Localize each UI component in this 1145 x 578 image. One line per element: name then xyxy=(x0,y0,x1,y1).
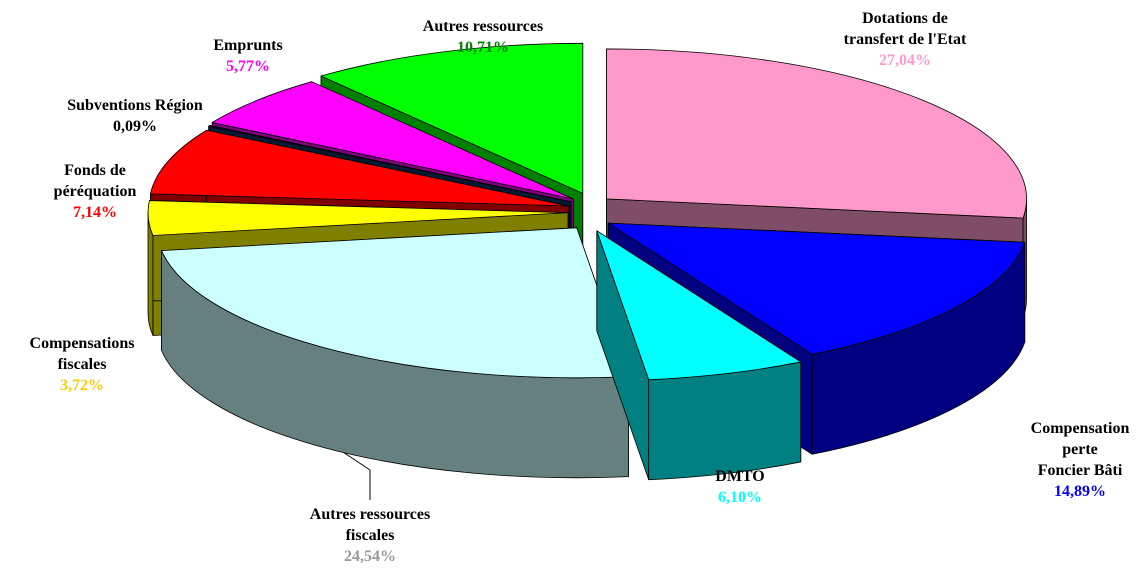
slice-label: Autres ressources 10,71% xyxy=(423,16,543,58)
slice xyxy=(606,48,1027,219)
category-label: Compensations fiscales xyxy=(29,335,135,373)
slice xyxy=(161,227,629,379)
slice xyxy=(149,129,570,207)
category-label: DMTO xyxy=(715,468,765,485)
category-label: Compensation perte Foncier Bâti xyxy=(1030,420,1130,479)
slice xyxy=(211,81,574,200)
slice-label: Autres ressources fiscales 24,54% xyxy=(310,504,430,567)
category-label: Subventions Région xyxy=(67,97,203,114)
slice xyxy=(607,222,1026,355)
slice xyxy=(208,125,572,203)
slice xyxy=(320,42,584,194)
slice-label: Subventions Région 0,09% xyxy=(67,95,203,137)
value-label: 3,72% xyxy=(60,377,104,394)
value-label: 24,54% xyxy=(344,548,396,565)
slice-label: Compensation perte Foncier Bâti 14,89% xyxy=(1031,418,1130,502)
value-label: 5,77% xyxy=(225,58,270,75)
slice-label: Fonds de péréquation 7,14% xyxy=(54,160,137,223)
value-label: 7,14% xyxy=(72,204,117,221)
category-label: Autres ressources xyxy=(422,18,544,35)
value-label: 10,71% xyxy=(457,39,509,56)
slice-label: Emprunts 5,77% xyxy=(213,35,282,77)
value-label: 6,10% xyxy=(717,489,762,506)
category-label: Emprunts xyxy=(213,37,283,54)
slice-label: DMTO 6,10% xyxy=(715,466,764,508)
category-label: Dotations de transfert de l'Etat xyxy=(843,10,967,48)
category-label: Fonds de péréquation xyxy=(53,162,137,200)
slice-side xyxy=(648,361,802,481)
category-label: Autres ressources fiscales xyxy=(309,506,431,544)
leader-line xyxy=(342,451,371,471)
slice-label: Compensations fiscales 3,72% xyxy=(30,333,135,396)
slice xyxy=(147,200,569,236)
value-label: 14,89% xyxy=(1054,483,1106,500)
slice-label: Dotations de transfert de l'Etat 27,04% xyxy=(844,8,967,71)
value-label: 27,04% xyxy=(878,52,931,69)
slice xyxy=(596,230,802,381)
value-label: 0,09% xyxy=(113,118,157,135)
